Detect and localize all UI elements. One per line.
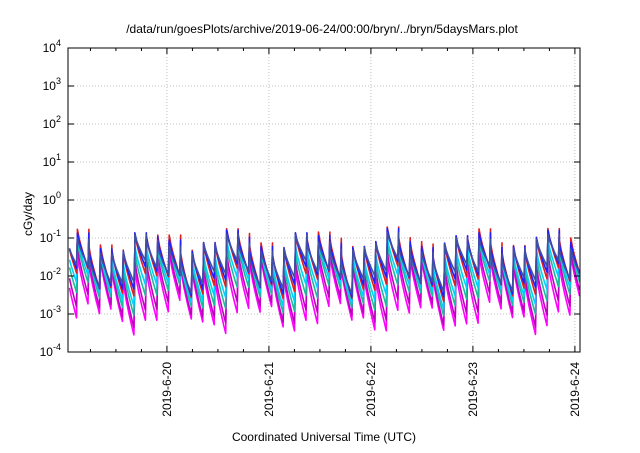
- y-tick-base: 10: [43, 79, 57, 93]
- series-line: [68, 231, 581, 295]
- x-axis-label: Coordinated Universal Time (UTC): [232, 430, 416, 444]
- x-tick-label: 2019-6-24: [568, 362, 582, 417]
- series-line: [68, 251, 581, 336]
- y-tick-exponent: -1: [53, 228, 61, 238]
- y-tick-label: 10-2: [40, 266, 61, 283]
- y-tick-exponent: 3: [56, 76, 61, 86]
- y-tick-label: 100: [43, 190, 61, 207]
- y-tick-exponent: -4: [53, 342, 61, 352]
- y-tick-exponent: 2: [56, 114, 61, 124]
- y-tick-exponent: 0: [56, 190, 61, 200]
- y-tick-exponent: -3: [53, 304, 61, 314]
- x-tick-label: 2019-6-23: [466, 362, 480, 417]
- y-tick-label: 10-4: [40, 342, 61, 359]
- y-tick-exponent: -2: [53, 266, 61, 276]
- x-axis: 2019-6-20 2019-6-21 2019-6-22 2019-6-23 2019…: [89, 48, 582, 417]
- y-tick-label: 101: [43, 152, 61, 169]
- y-tick-base: 10: [40, 345, 54, 359]
- y-tick-label: 102: [43, 114, 61, 131]
- chart-title: /data/run/goesPlots/archive/2019-06-24/0…: [126, 22, 518, 36]
- y-tick-base: 10: [40, 231, 54, 245]
- y-tick-base: 10: [43, 193, 57, 207]
- y-tick-label: 103: [43, 76, 61, 93]
- y-tick-label: 10-1: [40, 228, 61, 245]
- x-tick-label: 2019-6-21: [262, 362, 276, 417]
- y-tick-label: 10-3: [40, 304, 61, 321]
- y-tick-exponent: 1: [56, 152, 61, 162]
- y-tick-base: 10: [43, 41, 57, 55]
- y-tick-base: 10: [40, 307, 54, 321]
- y-axis-label: cGy/day: [21, 192, 35, 236]
- y-tick-exponent: 4: [56, 38, 61, 48]
- series-layer: [68, 226, 581, 336]
- y-tick-label: 104: [43, 38, 61, 55]
- series-line: [68, 245, 581, 329]
- x-tick-label: 2019-6-20: [160, 362, 174, 417]
- x-tick-label: 2019-6-22: [364, 362, 378, 417]
- y-tick-base: 10: [40, 269, 54, 283]
- y-tick-base: 10: [43, 155, 57, 169]
- y-tick-base: 10: [43, 117, 57, 131]
